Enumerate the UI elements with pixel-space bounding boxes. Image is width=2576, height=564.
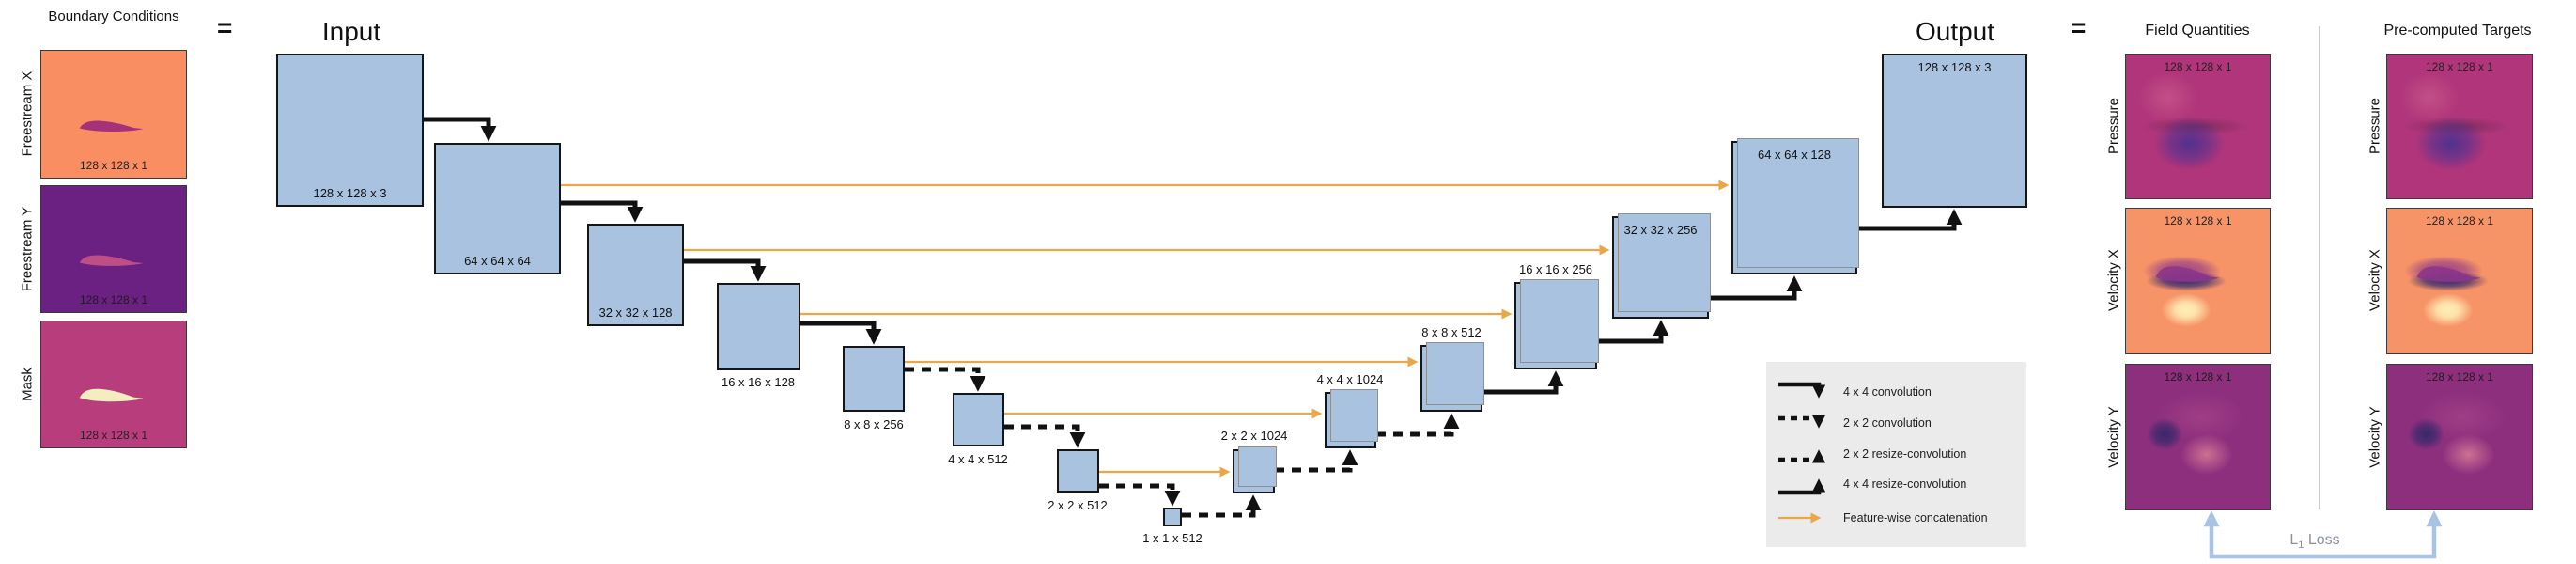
block-size-label: 128 x 128 x 3	[1917, 60, 1992, 74]
velocity-x-field-image: 128 x 128 x 1	[2125, 208, 2271, 354]
airfoil-shape-icon	[79, 255, 144, 267]
equals-left: =	[217, 13, 233, 42]
unet-block-dec-8	[1420, 342, 1484, 412]
conv-4x4-arrows	[424, 117, 882, 345]
legend-item-concat: Feature-wise concatenation	[1776, 505, 1988, 531]
block-size-label: 4 x 4 x 512	[948, 452, 1008, 466]
mask-image: 128 x 128 x 1	[40, 321, 187, 448]
image-size-label: 128 x 128 x 1	[2425, 370, 2494, 384]
loss-subscript: 1	[2298, 540, 2304, 552]
unet-block-dec-4	[1325, 389, 1378, 448]
velocity-y-target-image: 128 x 128 x 1	[2386, 364, 2533, 510]
field-quantities-title: Field Quantities	[2145, 23, 2250, 39]
airfoil-shape-icon	[79, 120, 144, 132]
freestream-x-size: 128 x 128 x 1	[79, 159, 148, 172]
unet-block-dec-64: 64 x 64 x 128	[1731, 138, 1859, 274]
freestream-x-image: 128 x 128 x 1	[40, 50, 187, 179]
l1-loss-label: L1 Loss	[2254, 532, 2376, 551]
pressure-target-image: 128 x 128 x 1	[2386, 54, 2533, 199]
block-size-label: 2 x 2 x 1024	[1220, 429, 1288, 443]
freestream-y-image: 128 x 128 x 1	[40, 185, 187, 313]
legend-label: Feature-wise concatenation	[1843, 511, 1988, 525]
resize-conv-4x4-arrows	[1482, 209, 1963, 395]
velocity-y-field-image: 128 x 128 x 1	[2125, 364, 2271, 510]
conv-2x2-arrows	[905, 367, 1181, 507]
block-size-label: 32 x 32 x 128	[598, 306, 673, 320]
image-size-label: 128 x 128 x 1	[2164, 60, 2232, 73]
concatenation-symbol-icon	[1778, 512, 1822, 524]
airfoil-shape-icon	[79, 388, 144, 401]
legend-item-resize4x4: 4 x 4 resize-convolution	[1776, 471, 1966, 497]
image-size-label: 128 x 128 x 1	[2425, 60, 2494, 73]
image-size-label: 128 x 128 x 1	[2425, 214, 2494, 227]
velocity-x-target-image: 128 x 128 x 1	[2386, 208, 2533, 354]
freestream-y-size: 128 x 128 x 1	[79, 293, 148, 306]
block-size-label: 64 x 64 x 64	[464, 254, 531, 268]
unet-block-enc-32: 32 x 32 x 128	[587, 224, 684, 326]
input-title: Input	[321, 17, 381, 46]
legend-label: 2 x 2 convolution	[1843, 416, 1932, 430]
unet-block-output: 128 x 128 x 3	[1882, 54, 2027, 208]
loss-text: Loss	[2304, 532, 2340, 548]
unet-block-input: 128 x 128 x 3	[276, 54, 424, 207]
equals-right: =	[2071, 13, 2087, 42]
loss-symbol: L	[2289, 532, 2299, 548]
legend-item-conv2x2: 2 x 2 convolution	[1776, 410, 1932, 436]
airfoil-shape-icon	[2155, 265, 2219, 282]
skip-connection-arrows	[561, 180, 1730, 478]
image-size-label: 128 x 128 x 1	[2164, 370, 2232, 384]
boundary-conditions-title: Boundary Conditions	[48, 8, 179, 24]
pressure-field-image: 128 x 128 x 1	[2125, 54, 2271, 199]
unet-block-dec-16	[1514, 279, 1599, 369]
unet-block-bottleneck	[1163, 508, 1182, 526]
unet-block-enc-8	[843, 346, 905, 412]
unet-block-enc-16	[717, 283, 800, 370]
legend-label: 4 x 4 convolution	[1843, 385, 1932, 399]
unet-block-enc-2	[1057, 449, 1099, 493]
resize-conv-2x2-arrows	[1182, 413, 1460, 518]
mask-size: 128 x 128 x 1	[79, 429, 148, 442]
legend-label: 4 x 4 resize-convolution	[1843, 478, 1967, 491]
column-divider	[2319, 26, 2320, 509]
block-size-label: 2 x 2 x 512	[1047, 498, 1108, 512]
airfoil-shape-icon	[2416, 265, 2481, 282]
block-size-label: 1 x 1 x 512	[1142, 531, 1203, 545]
block-size-label: 16 x 16 x 128	[721, 375, 796, 389]
unet-block-enc-4	[953, 393, 1004, 446]
output-title: Output	[1915, 17, 1995, 46]
block-size-label: 32 x 32 x 256	[1623, 223, 1698, 237]
conv-2x2-symbol-icon	[1778, 415, 1826, 429]
block-size-label: 128 x 128 x 3	[313, 186, 387, 200]
resize-conv-4x4-symbol-icon	[1778, 478, 1826, 495]
block-size-label: 8 x 8 x 256	[844, 417, 904, 431]
unet-block-dec-2	[1233, 446, 1277, 494]
unet-block-dec-32: 32 x 32 x 256	[1612, 213, 1711, 319]
resize-conv-2x2-symbol-icon	[1778, 449, 1826, 463]
block-size-label: 4 x 4 x 1024	[1316, 372, 1384, 386]
legend-item-resize2x2: 2 x 2 resize-convolution	[1776, 441, 1966, 467]
image-size-label: 128 x 128 x 1	[2164, 214, 2232, 227]
legend-item-conv4x4: 4 x 4 convolution	[1776, 379, 1932, 405]
block-size-label: 64 x 64 x 128	[1757, 148, 1832, 162]
block-size-label: 16 x 16 x 256	[1518, 262, 1593, 276]
precomputed-targets-title: Pre-computed Targets	[2383, 23, 2532, 39]
l1-loss-bracket	[2203, 510, 2443, 559]
unet-block-enc-64: 64 x 64 x 64	[434, 143, 561, 274]
block-size-label: 8 x 8 x 512	[1421, 325, 1482, 339]
conv-4x4-symbol-icon	[1778, 382, 1826, 399]
legend-label: 2 x 2 resize-convolution	[1843, 447, 1967, 461]
legend-box: 4 x 4 convolution 2 x 2 convolution 2 x …	[1766, 362, 2026, 547]
